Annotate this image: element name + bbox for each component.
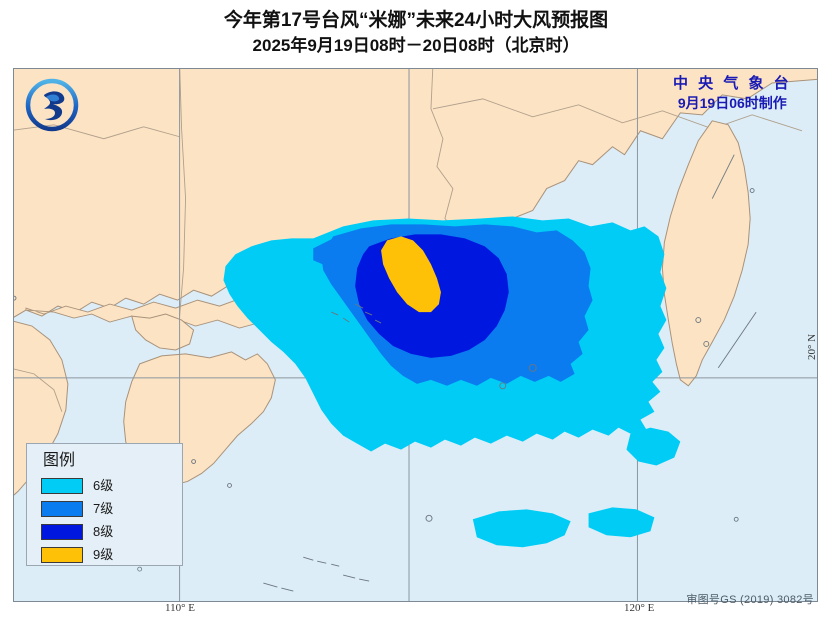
title-line-1: 今年第17号台风“米娜”未来24小时大风预报图 bbox=[223, 10, 609, 31]
legend-item-level-9[interactable]: 9级 bbox=[41, 544, 182, 566]
legend-swatch-level-7 bbox=[41, 501, 83, 517]
indochina-inland-boundary bbox=[14, 368, 63, 412]
title-line-2: 2025年9月19日08时－20日08时（北京时） bbox=[252, 36, 580, 55]
legend-panel: 图例 6级 7级 8级 9级 bbox=[26, 443, 183, 566]
legend-label-level-8: 8级 bbox=[93, 524, 114, 539]
wind-area-level-6-south-lobe-2 bbox=[588, 507, 655, 538]
legend-item-level-8[interactable]: 8级 bbox=[41, 521, 182, 543]
province-boundary-line bbox=[179, 69, 187, 317]
wind-area-level-6-taiwan-finger bbox=[626, 427, 681, 466]
wind-area-level-6-south-lobe bbox=[472, 509, 571, 548]
cma-dragon-logo-icon bbox=[25, 78, 79, 132]
province-boundary-line-3 bbox=[432, 98, 803, 132]
legend-swatch-level-9 bbox=[41, 547, 83, 563]
pearl-estuary-islets bbox=[331, 303, 382, 324]
legend-item-level-7[interactable]: 7级 bbox=[41, 498, 182, 520]
wind-area-level-9-core bbox=[381, 236, 441, 313]
legend-label-level-7: 7级 bbox=[93, 501, 114, 516]
legend-label-level-6: 6级 bbox=[93, 478, 114, 493]
sea-island-dots bbox=[14, 154, 757, 592]
longitude-label-120e: 120° E bbox=[624, 602, 655, 614]
legend-label-level-9: 9级 bbox=[93, 547, 114, 562]
legend-swatch-level-8 bbox=[41, 524, 83, 540]
leizhou-peninsula bbox=[131, 313, 195, 351]
taiwan-island-landmass bbox=[661, 120, 751, 387]
legend-title: 图例 bbox=[43, 452, 76, 469]
longitude-label-110e: 110° E bbox=[165, 602, 195, 614]
legend-item-level-6[interactable]: 6级 bbox=[41, 475, 182, 497]
legend-swatch-level-6 bbox=[41, 478, 83, 494]
page-title: 今年第17号台风“米娜”未来24小时大风预报图 2025年9月19日08时－20… bbox=[0, 0, 832, 66]
wind-area-level-7-coastal-strip bbox=[313, 234, 366, 267]
